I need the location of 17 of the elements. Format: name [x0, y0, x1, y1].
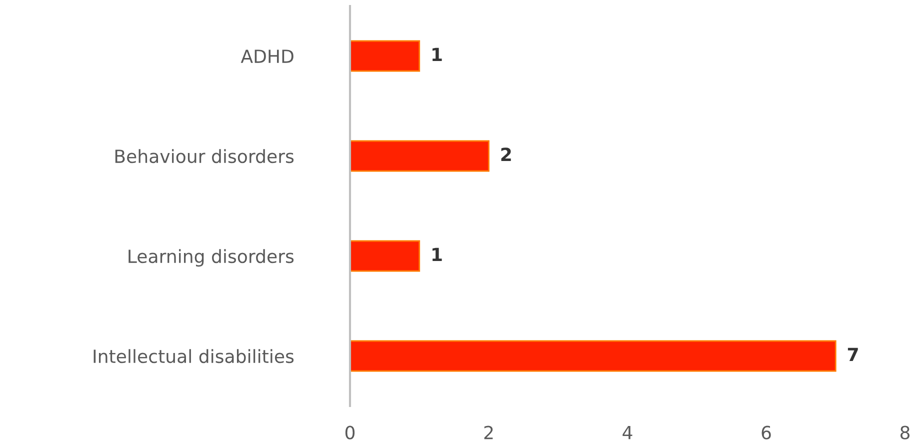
x-tick-label: 4: [622, 426, 632, 440]
data-label: 7: [848, 348, 858, 361]
x-tick-label: 2: [484, 426, 493, 440]
bar: [350, 340, 836, 372]
y-tick-label: Learning disorders: [128, 249, 294, 267]
x-tick-label: 6: [762, 426, 771, 440]
data-label: 1: [432, 248, 442, 261]
y-tick-label: Intellectual disabilities: [94, 349, 294, 364]
y-tick-label: ADHD: [240, 50, 294, 63]
x-tick-label: 8: [900, 426, 910, 440]
data-label: 2: [501, 148, 511, 161]
y-tick-label: Behaviour disorders: [115, 149, 294, 164]
bar: [350, 240, 420, 272]
data-label: 1: [432, 48, 442, 61]
x-tick-label: 0: [345, 426, 355, 440]
bar: [350, 40, 420, 72]
bar: [350, 140, 490, 172]
